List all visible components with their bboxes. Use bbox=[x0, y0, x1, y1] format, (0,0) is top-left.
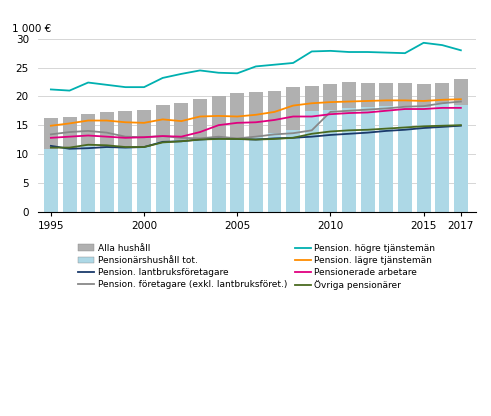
Bar bbox=[156, 142, 170, 211]
Bar bbox=[361, 83, 375, 211]
Bar bbox=[454, 105, 468, 211]
Bar bbox=[230, 93, 244, 211]
Bar bbox=[435, 103, 449, 211]
Bar bbox=[268, 91, 281, 211]
Bar bbox=[398, 106, 412, 211]
Bar bbox=[286, 130, 300, 211]
Bar bbox=[156, 105, 170, 211]
Bar bbox=[212, 138, 225, 211]
Bar bbox=[62, 148, 77, 211]
Bar bbox=[193, 99, 207, 211]
Bar bbox=[249, 92, 263, 211]
Bar bbox=[416, 107, 431, 211]
Bar bbox=[268, 133, 281, 211]
Bar bbox=[380, 106, 393, 211]
Legend: Alla hushåll, Pensionärshushåll tot., Pension. lantbruksföretagare, Pension. för: Alla hushåll, Pensionärshushåll tot., Pe… bbox=[78, 244, 436, 290]
Bar bbox=[305, 111, 319, 211]
Bar bbox=[380, 82, 393, 211]
Bar bbox=[174, 139, 189, 211]
Bar bbox=[324, 84, 337, 211]
Bar bbox=[212, 96, 225, 211]
Bar bbox=[100, 112, 114, 211]
Bar bbox=[342, 108, 356, 211]
Bar bbox=[100, 147, 114, 211]
Bar bbox=[398, 83, 412, 211]
Text: 1 000 €: 1 000 € bbox=[12, 24, 51, 34]
Bar bbox=[324, 110, 337, 211]
Bar bbox=[137, 147, 151, 211]
Bar bbox=[249, 137, 263, 211]
Bar bbox=[118, 111, 133, 211]
Bar bbox=[193, 139, 207, 211]
Bar bbox=[62, 116, 77, 211]
Bar bbox=[305, 86, 319, 211]
Bar bbox=[454, 79, 468, 211]
Bar bbox=[361, 107, 375, 211]
Bar bbox=[137, 110, 151, 211]
Bar bbox=[81, 146, 95, 211]
Bar bbox=[416, 84, 431, 211]
Bar bbox=[435, 83, 449, 211]
Bar bbox=[286, 87, 300, 211]
Bar bbox=[81, 114, 95, 211]
Bar bbox=[230, 139, 244, 211]
Bar bbox=[118, 148, 133, 211]
Bar bbox=[174, 103, 189, 211]
Bar bbox=[44, 118, 58, 211]
Bar bbox=[342, 82, 356, 211]
Bar bbox=[44, 149, 58, 211]
